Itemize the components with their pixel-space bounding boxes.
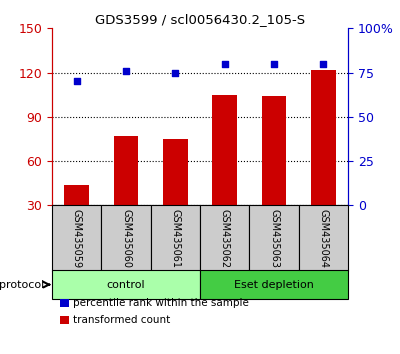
Text: GSM435059: GSM435059 [72,209,82,268]
Bar [311,70,336,205]
Point [172,70,178,75]
Text: transformed count: transformed count [73,315,170,325]
Bar [64,185,89,205]
Bar [262,96,286,205]
Point [271,61,277,67]
Bar [114,136,138,205]
Bar [212,95,237,205]
Text: GSM435060: GSM435060 [121,209,131,268]
Point [320,61,326,67]
Point [222,61,228,67]
Bar [163,139,188,205]
Text: GSM435063: GSM435063 [269,209,279,268]
Title: GDS3599 / scl0056430.2_105-S: GDS3599 / scl0056430.2_105-S [95,13,305,26]
Text: protocol: protocol [0,280,44,290]
Text: percentile rank within the sample: percentile rank within the sample [73,298,249,308]
Text: GSM435061: GSM435061 [170,209,180,268]
Point [74,79,80,84]
Text: GSM435062: GSM435062 [220,209,230,268]
Point [123,68,129,74]
Text: Eset depletion: Eset depletion [234,280,314,290]
Text: GSM435064: GSM435064 [318,209,328,268]
Text: control: control [107,280,145,290]
